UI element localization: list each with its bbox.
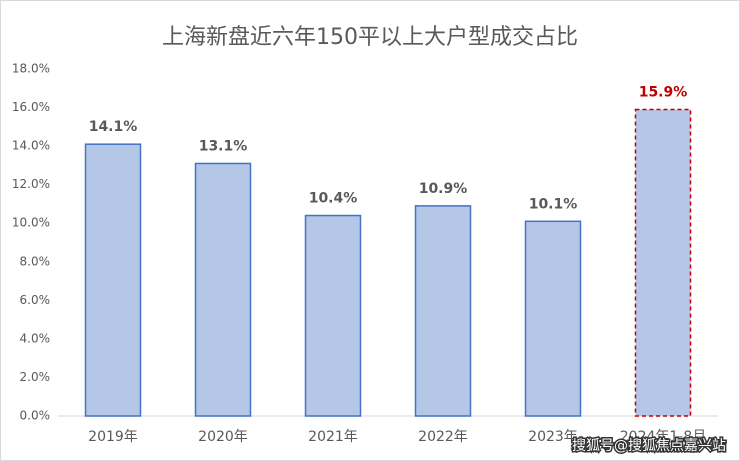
y-tick-label: 4.0% bbox=[20, 331, 51, 345]
bar bbox=[304, 214, 362, 417]
value-label: 10.4% bbox=[309, 191, 358, 207]
watermark: 搜狐号@搜狐焦点嘉兴站 bbox=[572, 438, 726, 454]
x-tick-label: 2021年 bbox=[308, 429, 358, 445]
bar bbox=[634, 108, 692, 417]
y-tick-label: 16.0% bbox=[12, 100, 50, 114]
x-tick-label: 2019年 bbox=[88, 429, 138, 445]
y-tick-label: 8.0% bbox=[20, 254, 51, 268]
y-tick-label: 10.0% bbox=[12, 216, 50, 230]
y-tick-label: 12.0% bbox=[12, 177, 50, 191]
x-tick-label: 2022年 bbox=[418, 429, 468, 445]
bar bbox=[414, 205, 472, 417]
y-tick-label: 0.0% bbox=[20, 409, 51, 423]
y-tick-label: 18.0% bbox=[12, 62, 50, 76]
y-tick-label: 6.0% bbox=[20, 293, 51, 307]
value-label: 10.9% bbox=[419, 181, 468, 197]
value-label: 14.1% bbox=[89, 119, 138, 135]
value-label: 13.1% bbox=[199, 138, 248, 154]
value-label: 15.9% bbox=[639, 84, 688, 100]
y-tick-label: 2.0% bbox=[20, 370, 51, 384]
bar bbox=[524, 220, 582, 417]
bar bbox=[194, 162, 252, 417]
y-tick-label: 14.0% bbox=[12, 139, 50, 153]
bar bbox=[84, 143, 142, 417]
value-label: 10.1% bbox=[529, 196, 578, 212]
x-tick-label: 2023年 bbox=[528, 429, 578, 445]
x-tick-label: 2024年1-8月 bbox=[620, 429, 707, 445]
x-tick-label: 2020年 bbox=[198, 429, 248, 445]
chart-title: 上海新盘近六年150平以上大户型成交占比 bbox=[162, 25, 578, 50]
